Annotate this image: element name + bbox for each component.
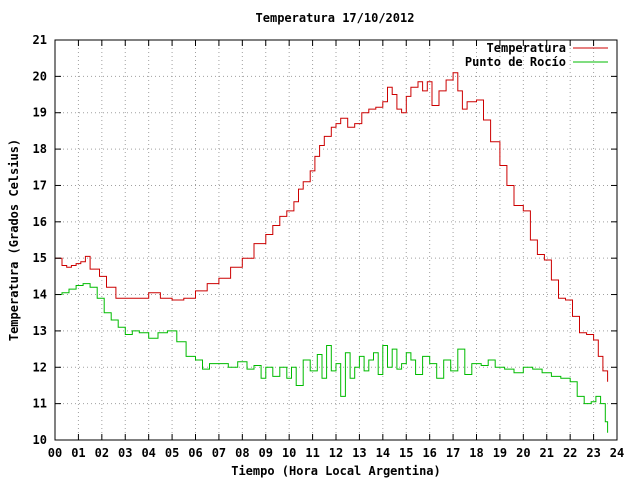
x-tick-label: 05 xyxy=(165,446,179,460)
x-tick-label: 06 xyxy=(188,446,202,460)
x-tick-label: 11 xyxy=(305,446,319,460)
legend-label-punto-de-rocio: Punto de Rocío xyxy=(465,55,566,69)
y-tick-label: 13 xyxy=(33,324,47,338)
x-tick-label: 09 xyxy=(259,446,273,460)
x-tick-label: 23 xyxy=(586,446,600,460)
y-tick-label: 16 xyxy=(33,215,47,229)
x-tick-label: 22 xyxy=(563,446,577,460)
chart-title: Temperatura 17/10/2012 xyxy=(256,11,415,25)
x-tick-label: 24 xyxy=(610,446,624,460)
x-tick-label: 21 xyxy=(540,446,554,460)
x-tick-label: 14 xyxy=(376,446,390,460)
series-line-punto-de-rocio xyxy=(55,283,609,433)
x-tick-label: 01 xyxy=(71,446,85,460)
x-tick-label: 20 xyxy=(516,446,530,460)
y-axis-label: Temperatura (Grados Celsius) xyxy=(7,139,21,341)
y-tick-label: 11 xyxy=(33,397,47,411)
y-tick-label: 18 xyxy=(33,142,47,156)
x-tick-label: 03 xyxy=(118,446,132,460)
x-tick-label: 00 xyxy=(48,446,62,460)
tick-marks xyxy=(54,39,618,441)
x-tick-label: 04 xyxy=(141,446,155,460)
x-tick-label: 18 xyxy=(469,446,483,460)
x-tick-label: 16 xyxy=(422,446,436,460)
y-tick-label: 12 xyxy=(33,360,47,374)
tick-labels: 00 01 02 03 04 05 06 07 08 09 10 11 12 13 14 15 16 17 18 19… xyxy=(33,33,625,460)
y-tick-label: 17 xyxy=(33,178,47,192)
x-tick-label: 17 xyxy=(446,446,460,460)
y-tick-label: 15 xyxy=(33,251,47,265)
series-layer xyxy=(55,72,609,433)
y-tick-label: 14 xyxy=(33,288,47,302)
x-tick-label: 08 xyxy=(235,446,249,460)
y-tick-label: 21 xyxy=(33,33,47,47)
y-tick-label: 10 xyxy=(33,433,47,447)
legend-label-temperatura: Temperatura xyxy=(487,41,566,55)
x-tick-label: 13 xyxy=(352,446,366,460)
x-tick-label: 19 xyxy=(493,446,507,460)
x-tick-label: 02 xyxy=(95,446,109,460)
x-axis-label: Tiempo (Hora Local Argentina) xyxy=(231,464,441,478)
y-tick-label: 19 xyxy=(33,106,47,120)
x-tick-label: 15 xyxy=(399,446,413,460)
series-line-temperatura xyxy=(55,72,609,382)
gridlines xyxy=(55,40,617,440)
x-tick-label: 07 xyxy=(212,446,226,460)
x-tick-label: 12 xyxy=(329,446,343,460)
y-tick-label: 20 xyxy=(33,69,47,83)
x-tick-label: 10 xyxy=(282,446,296,460)
